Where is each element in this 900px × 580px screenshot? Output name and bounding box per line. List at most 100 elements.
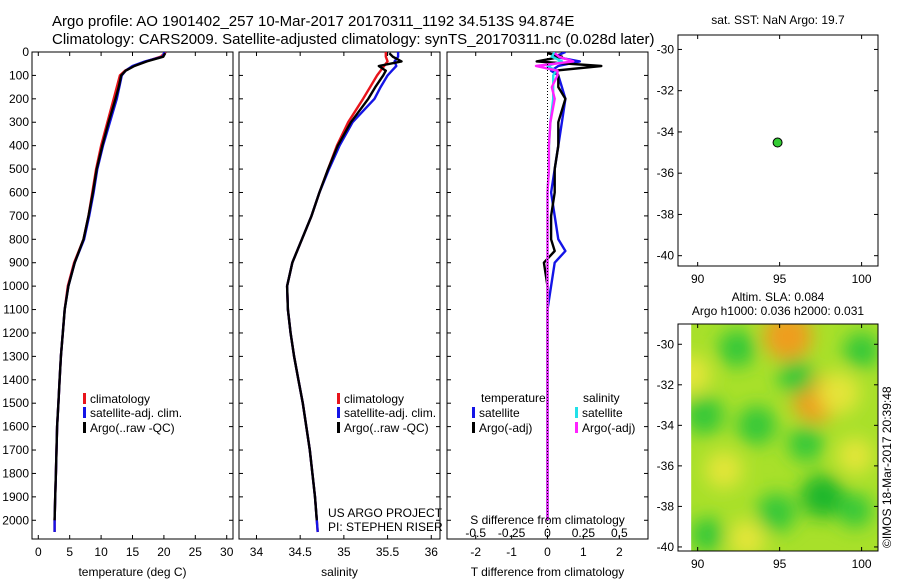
pi-credit: PI: STEPHEN RISER bbox=[328, 520, 443, 534]
temperature-profile-panel: 0100200300400500600700800900100011001200… bbox=[2, 45, 233, 579]
depth-tick-label: 1900 bbox=[2, 490, 29, 504]
difference-legend-label: Argo(-adj) bbox=[479, 421, 532, 435]
sst-map-lon-label: 100 bbox=[852, 272, 872, 286]
temperature-xtick-label: 20 bbox=[157, 545, 171, 559]
temperature-legend-label: satellite-adj. clim. bbox=[90, 406, 182, 420]
temperature-legend-label: climatology bbox=[90, 392, 150, 406]
depth-tick-label: 400 bbox=[9, 139, 29, 153]
difference-legend-swatch bbox=[472, 422, 475, 433]
difference-legend-title-temperature: temperature bbox=[481, 391, 546, 405]
depth-tick-label: 500 bbox=[9, 162, 29, 176]
sla-anomaly-cell bbox=[690, 517, 725, 551]
depth-tick-label: 2000 bbox=[2, 513, 29, 527]
salinity-xtick-label: 35.5 bbox=[376, 545, 400, 559]
depth-tick-label: 1400 bbox=[2, 373, 29, 387]
depth-tick-label: 600 bbox=[9, 185, 29, 199]
difference-series-line bbox=[546, 52, 581, 521]
difference-legend-label: satellite bbox=[479, 406, 520, 420]
temperature-xtick-label: 25 bbox=[189, 545, 203, 559]
difference-legend-swatch bbox=[472, 407, 475, 418]
temperature-legend-swatch bbox=[83, 393, 86, 404]
salinity-xtick-label: 34.5 bbox=[288, 545, 312, 559]
temperature-legend-swatch bbox=[83, 407, 86, 418]
sla-map-frame bbox=[677, 323, 879, 552]
salinity-series-line bbox=[285, 52, 403, 521]
temperature-xtick-label: 10 bbox=[94, 545, 108, 559]
depth-tick-label: 1600 bbox=[2, 420, 29, 434]
salinity-xlabel: salinity bbox=[321, 565, 358, 579]
salinity-xtick-label: 35 bbox=[337, 545, 351, 559]
difference-xtick-label: -1 bbox=[506, 545, 517, 559]
sst-map-lat-label: -38 bbox=[657, 207, 675, 221]
salinity-xtick-label: 36 bbox=[425, 545, 439, 559]
sla-map-lat-label: -38 bbox=[657, 499, 675, 513]
climatology-subtitle: Climatology: CARS2009. Satellite-adjuste… bbox=[52, 31, 655, 48]
sla-heatmap-layer bbox=[678, 324, 878, 551]
sla-anomaly-cell bbox=[684, 395, 724, 435]
sst-map-lon-label: 90 bbox=[691, 272, 705, 286]
depth-tick-label: 1000 bbox=[2, 279, 29, 293]
sla-anomaly-cell bbox=[763, 324, 813, 361]
depth-tick-label: 1800 bbox=[2, 466, 29, 480]
difference-xtick-label: 0 bbox=[544, 545, 551, 559]
depth-tick-label: 800 bbox=[9, 232, 29, 246]
salinity-legend-label: climatology bbox=[344, 392, 404, 406]
argo-height-title: Argo h1000: 0.036 h2000: 0.031 bbox=[692, 304, 864, 318]
sst-map-lat-label: -40 bbox=[657, 249, 675, 263]
salinity-legend-label: satellite-adj. clim. bbox=[344, 406, 436, 420]
difference-xtick-label: 1 bbox=[580, 545, 587, 559]
salinity-xtick-label: 34 bbox=[250, 545, 264, 559]
difference-legend-title-salinity: salinity bbox=[583, 391, 620, 405]
sst-location-map: sat. SST: NaN Argo: 19.7 90 95 100 -30 -32 -34… bbox=[657, 13, 879, 286]
salinity-series-line bbox=[285, 52, 389, 533]
sla-anomaly-cell bbox=[843, 332, 878, 369]
difference-legend-swatch bbox=[575, 422, 578, 433]
sla-anomaly-cell bbox=[837, 493, 873, 528]
temperature-legend-swatch bbox=[83, 422, 86, 433]
salinity-diff-tick-label: 0.5 bbox=[611, 526, 628, 540]
salinity-profile-panel: 34 34.5 35 35.5 36 salinity climatologysatelli… bbox=[238, 51, 441, 579]
salinity-series-line bbox=[285, 52, 400, 533]
sla-anomaly-cell bbox=[705, 451, 743, 489]
sla-map-lon-label: 90 bbox=[691, 557, 705, 571]
sla-anomaly-cell bbox=[837, 437, 874, 474]
salinity-diff-tick-label: 0.25 bbox=[572, 526, 596, 540]
sla-map-lon-label: 100 bbox=[852, 557, 872, 571]
temperature-xtick-label: 0 bbox=[35, 545, 42, 559]
difference-series-group bbox=[534, 52, 603, 521]
sst-map-lon-label: 95 bbox=[773, 272, 787, 286]
project-credit: US ARGO PROJECT bbox=[328, 506, 443, 520]
sla-anomaly-cell bbox=[800, 474, 845, 519]
sla-map-lat-label: -32 bbox=[657, 378, 675, 392]
temperature-series-line bbox=[53, 52, 167, 521]
temperature-series-group bbox=[53, 52, 167, 532]
difference-xtick-label: -2 bbox=[470, 545, 481, 559]
salinity-axes-frame bbox=[238, 51, 441, 540]
sst-map-lat-label: -36 bbox=[657, 166, 675, 180]
salinity-diff-tick-label: -0.5 bbox=[465, 526, 486, 540]
depth-tick-label: 1100 bbox=[3, 303, 29, 317]
sla-anomaly-blobs bbox=[678, 324, 878, 551]
sla-anomaly-cell bbox=[787, 425, 824, 462]
argo-station-marker bbox=[772, 137, 783, 148]
sla-anomaly-cell bbox=[778, 358, 815, 395]
difference-xtick-label: 2 bbox=[616, 545, 623, 559]
sla-map-lat-label: -34 bbox=[657, 418, 675, 432]
salinity-diff-axis-label: S difference from climatology bbox=[470, 513, 625, 527]
temperature-xtick-label: 5 bbox=[66, 545, 73, 559]
difference-legend-label: Argo(-adj) bbox=[582, 421, 635, 435]
temperature-xtick-label: 15 bbox=[126, 545, 140, 559]
depth-tick-label: 1200 bbox=[2, 326, 29, 340]
sla-map-lon-label: 95 bbox=[773, 557, 787, 571]
depth-tick-label: 100 bbox=[9, 68, 29, 82]
temperature-legend-label: Argo(..raw -QC) bbox=[90, 421, 175, 435]
temperature-xtick-label: 30 bbox=[220, 545, 234, 559]
sla-anomaly-cell bbox=[817, 371, 860, 415]
sla-map-lat-label: -30 bbox=[657, 337, 675, 351]
sst-map-lat-label: -30 bbox=[657, 42, 675, 56]
depth-tick-label: 1300 bbox=[2, 349, 29, 363]
depth-tick-label: 1500 bbox=[2, 396, 29, 410]
depth-tick-label: 0 bbox=[22, 45, 29, 59]
salinity-legend-swatch bbox=[337, 422, 340, 433]
